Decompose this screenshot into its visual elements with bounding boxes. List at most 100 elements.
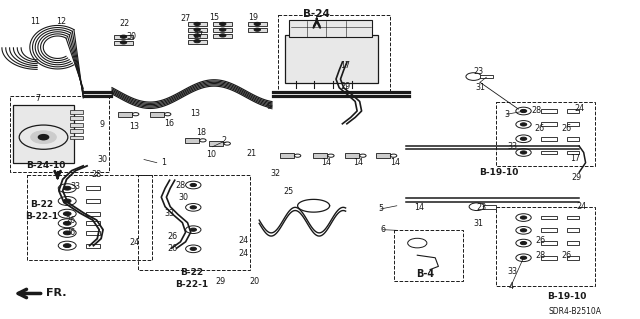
Circle shape xyxy=(190,183,196,187)
Bar xyxy=(209,141,223,146)
Bar xyxy=(213,28,232,32)
Text: B-24-10: B-24-10 xyxy=(26,161,66,170)
Text: 14: 14 xyxy=(390,158,401,167)
Text: 31: 31 xyxy=(474,219,484,228)
Bar xyxy=(27,175,152,260)
Bar xyxy=(541,137,557,141)
Text: 23: 23 xyxy=(474,67,484,76)
Bar xyxy=(114,41,133,45)
Bar xyxy=(567,256,579,260)
Bar xyxy=(10,96,109,172)
Text: 26: 26 xyxy=(168,232,178,241)
Circle shape xyxy=(520,151,527,154)
Text: 32: 32 xyxy=(270,169,280,178)
Text: 30: 30 xyxy=(126,32,136,41)
Bar xyxy=(248,28,267,32)
Text: 27: 27 xyxy=(193,31,204,40)
Bar xyxy=(70,129,83,133)
Text: 23: 23 xyxy=(476,203,486,212)
Bar xyxy=(567,122,579,126)
Bar xyxy=(86,212,100,216)
Text: 30: 30 xyxy=(97,155,108,164)
Text: 26: 26 xyxy=(561,251,572,260)
Bar xyxy=(86,244,100,248)
Bar xyxy=(541,109,557,113)
Circle shape xyxy=(31,131,56,144)
Text: 11: 11 xyxy=(30,17,40,26)
Bar xyxy=(567,241,579,245)
Bar xyxy=(496,102,595,166)
Text: 4: 4 xyxy=(508,282,513,291)
Bar xyxy=(280,153,294,158)
Text: 18: 18 xyxy=(196,128,207,137)
Text: 31: 31 xyxy=(475,83,485,92)
Bar xyxy=(188,28,207,32)
Text: 29: 29 xyxy=(216,277,226,286)
Circle shape xyxy=(190,228,196,231)
Bar xyxy=(150,112,164,117)
Text: 21: 21 xyxy=(246,149,257,158)
Text: 29: 29 xyxy=(340,82,351,91)
Circle shape xyxy=(190,206,196,209)
Circle shape xyxy=(520,216,527,219)
Bar xyxy=(70,110,83,114)
Bar xyxy=(213,22,232,26)
Text: 14: 14 xyxy=(353,158,364,167)
Circle shape xyxy=(520,256,527,259)
Bar xyxy=(114,35,133,39)
Bar xyxy=(567,137,579,141)
Circle shape xyxy=(194,40,200,43)
Circle shape xyxy=(520,137,527,140)
Bar xyxy=(86,221,100,225)
Text: B-24: B-24 xyxy=(303,9,330,19)
Text: 15: 15 xyxy=(209,13,220,22)
Circle shape xyxy=(220,28,226,31)
Bar xyxy=(86,231,100,235)
Text: 28: 28 xyxy=(175,181,186,189)
Circle shape xyxy=(520,241,527,245)
Text: 24: 24 xyxy=(576,202,586,211)
Bar xyxy=(13,105,74,163)
Circle shape xyxy=(520,229,527,232)
Bar xyxy=(188,40,207,44)
Bar xyxy=(483,205,496,209)
Text: B-22-1: B-22-1 xyxy=(175,280,209,289)
Circle shape xyxy=(254,28,260,31)
Bar xyxy=(567,228,579,232)
Text: B-22: B-22 xyxy=(180,268,204,277)
Bar xyxy=(541,256,557,260)
Text: 24: 24 xyxy=(238,249,248,258)
Bar xyxy=(567,216,579,219)
Text: B-4: B-4 xyxy=(417,269,435,279)
Text: 20: 20 xyxy=(250,277,260,286)
Text: 33: 33 xyxy=(164,209,175,218)
Text: B-22-1: B-22-1 xyxy=(25,212,58,221)
Circle shape xyxy=(254,22,260,26)
Text: 29: 29 xyxy=(571,173,581,182)
Bar xyxy=(185,138,199,143)
Text: 26: 26 xyxy=(168,244,178,253)
Text: 7: 7 xyxy=(36,94,41,103)
Bar xyxy=(376,153,390,158)
Bar xyxy=(213,34,232,38)
Bar xyxy=(480,75,493,78)
Bar xyxy=(86,199,100,203)
Text: 25: 25 xyxy=(283,187,293,196)
Text: 10: 10 xyxy=(206,150,216,159)
Text: 6: 6 xyxy=(380,225,385,234)
Text: 30: 30 xyxy=(179,193,189,202)
Text: B-19-10: B-19-10 xyxy=(547,292,586,301)
Text: 26: 26 xyxy=(534,124,545,133)
Text: 26: 26 xyxy=(536,236,546,245)
Text: SDR4-B2510A: SDR4-B2510A xyxy=(548,307,602,315)
Bar xyxy=(248,22,267,26)
Text: 17: 17 xyxy=(340,61,351,70)
Bar xyxy=(541,241,557,245)
Bar xyxy=(70,136,83,139)
Text: 28: 28 xyxy=(531,106,541,115)
Circle shape xyxy=(63,186,71,190)
Text: 13: 13 xyxy=(190,109,200,118)
Text: 33: 33 xyxy=(507,142,517,151)
Bar xyxy=(394,230,463,281)
Text: 24: 24 xyxy=(129,238,140,247)
